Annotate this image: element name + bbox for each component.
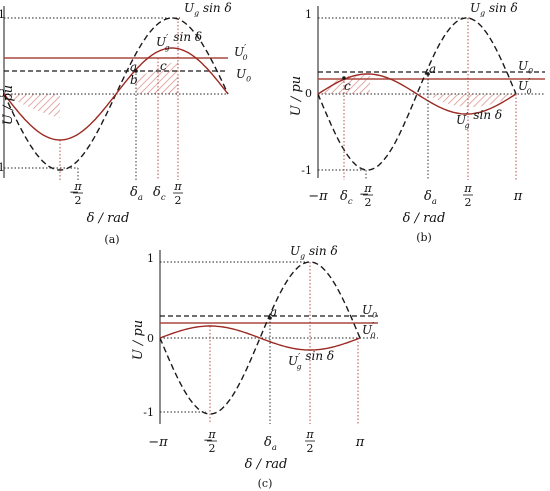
marker-c bbox=[342, 76, 346, 80]
marker-a bbox=[426, 72, 430, 76]
x-axis-label: δ / rad bbox=[87, 211, 130, 226]
tick-sign: − bbox=[69, 185, 79, 199]
label-ug-sin: Ug sin δ bbox=[290, 244, 338, 261]
tick-zero: 0 bbox=[0, 87, 5, 100]
tick-denominator: 2 bbox=[175, 194, 182, 207]
y-axis-label: U / pu bbox=[1, 85, 16, 125]
tick-delta-a: δa bbox=[130, 185, 143, 202]
tick-denominator: 2 bbox=[75, 194, 82, 207]
tick-delta-a: δa bbox=[264, 435, 277, 452]
x-axis-label: δ / rad bbox=[245, 457, 288, 472]
hatched-region-left bbox=[4, 94, 60, 118]
tick-one: 1 bbox=[0, 8, 5, 21]
caption-a: (a) bbox=[104, 233, 119, 246]
tick-sign: − bbox=[359, 187, 369, 201]
tick-neg-half-pi: −π2 bbox=[69, 180, 83, 207]
tick-numerator: π bbox=[463, 182, 472, 195]
tick-minus-one: -1 bbox=[0, 161, 5, 174]
caption-b: (b) bbox=[416, 231, 432, 244]
ug-prime-sin-curve bbox=[3, 47, 229, 141]
tick-numerator: π bbox=[173, 180, 182, 193]
label-ug-sin: Ug sin δ bbox=[470, 1, 518, 18]
tick-minus-one: -1 bbox=[301, 164, 312, 177]
tick-denominator: 2 bbox=[365, 196, 372, 209]
label-u0: U0 bbox=[362, 303, 377, 320]
marker-a bbox=[268, 316, 272, 320]
caption-c: (c) bbox=[258, 477, 273, 490]
point-c: c bbox=[160, 59, 167, 73]
tick-delta-c: δc bbox=[340, 189, 353, 206]
label-ug-sin: Ug sin δ bbox=[184, 1, 232, 18]
tick-delta-a: δa bbox=[424, 189, 437, 206]
tick-delta-c: δc bbox=[153, 185, 166, 202]
tick-numerator: π bbox=[73, 180, 82, 193]
tick-neg-pi: −π bbox=[308, 189, 328, 204]
tick-half-pi: π2 bbox=[305, 428, 315, 455]
tick-zero: 0 bbox=[147, 332, 154, 345]
tick-numerator: π bbox=[363, 182, 372, 195]
tick-denominator: 2 bbox=[307, 442, 314, 455]
label-u0: U0 bbox=[518, 59, 533, 76]
y-axis-label: U / pu bbox=[289, 76, 304, 116]
tick-pi: π bbox=[355, 435, 365, 450]
ug-prime-sin-curve bbox=[317, 73, 517, 115]
point-a: a bbox=[270, 305, 277, 319]
label-u0-prime: U′ 0 bbox=[362, 322, 376, 340]
ug-prime-sin-curve bbox=[159, 325, 361, 351]
tick-half-pi: π2 bbox=[463, 182, 473, 209]
tick-denominator: 2 bbox=[209, 442, 216, 455]
point-c: c bbox=[344, 79, 351, 93]
tick-neg-pi: −π bbox=[148, 435, 168, 450]
point-a: a bbox=[429, 62, 436, 76]
x-axis-label: δ / rad bbox=[403, 211, 446, 226]
point-a: a bbox=[130, 60, 137, 74]
y-axis-label: U / pu bbox=[131, 320, 146, 360]
tick-minus-one: -1 bbox=[143, 406, 154, 419]
tick-numerator: π bbox=[207, 428, 216, 441]
marker-a bbox=[134, 69, 138, 73]
hatched-region-mid bbox=[136, 60, 178, 94]
label-ug-prime-sin: U′ g sin δ bbox=[288, 349, 334, 371]
tick-sign: − bbox=[203, 433, 213, 447]
tick-half-pi: π2 bbox=[173, 180, 183, 207]
tick-neg-half-pi: −π2 bbox=[359, 182, 373, 209]
label-ug-prime-sin: U′ g sin δ bbox=[456, 108, 502, 130]
label-u0-prime: U′ 0 bbox=[518, 78, 532, 96]
point-b: b bbox=[130, 73, 138, 87]
tick-one: 1 bbox=[305, 8, 312, 21]
label-u0: U0 bbox=[236, 67, 251, 84]
label-ug-prime-sin: U′ g sin δ bbox=[156, 30, 202, 52]
tick-denominator: 2 bbox=[465, 196, 472, 209]
tick-numerator: π bbox=[305, 428, 314, 441]
tick-neg-half-pi: −π2 bbox=[203, 428, 217, 455]
hatched-region-right bbox=[426, 94, 516, 107]
label-u0-prime: U′ 0 bbox=[234, 44, 248, 62]
tick-pi: π bbox=[513, 189, 523, 204]
tick-one: 1 bbox=[147, 252, 154, 265]
tick-zero: 0 bbox=[305, 87, 312, 100]
